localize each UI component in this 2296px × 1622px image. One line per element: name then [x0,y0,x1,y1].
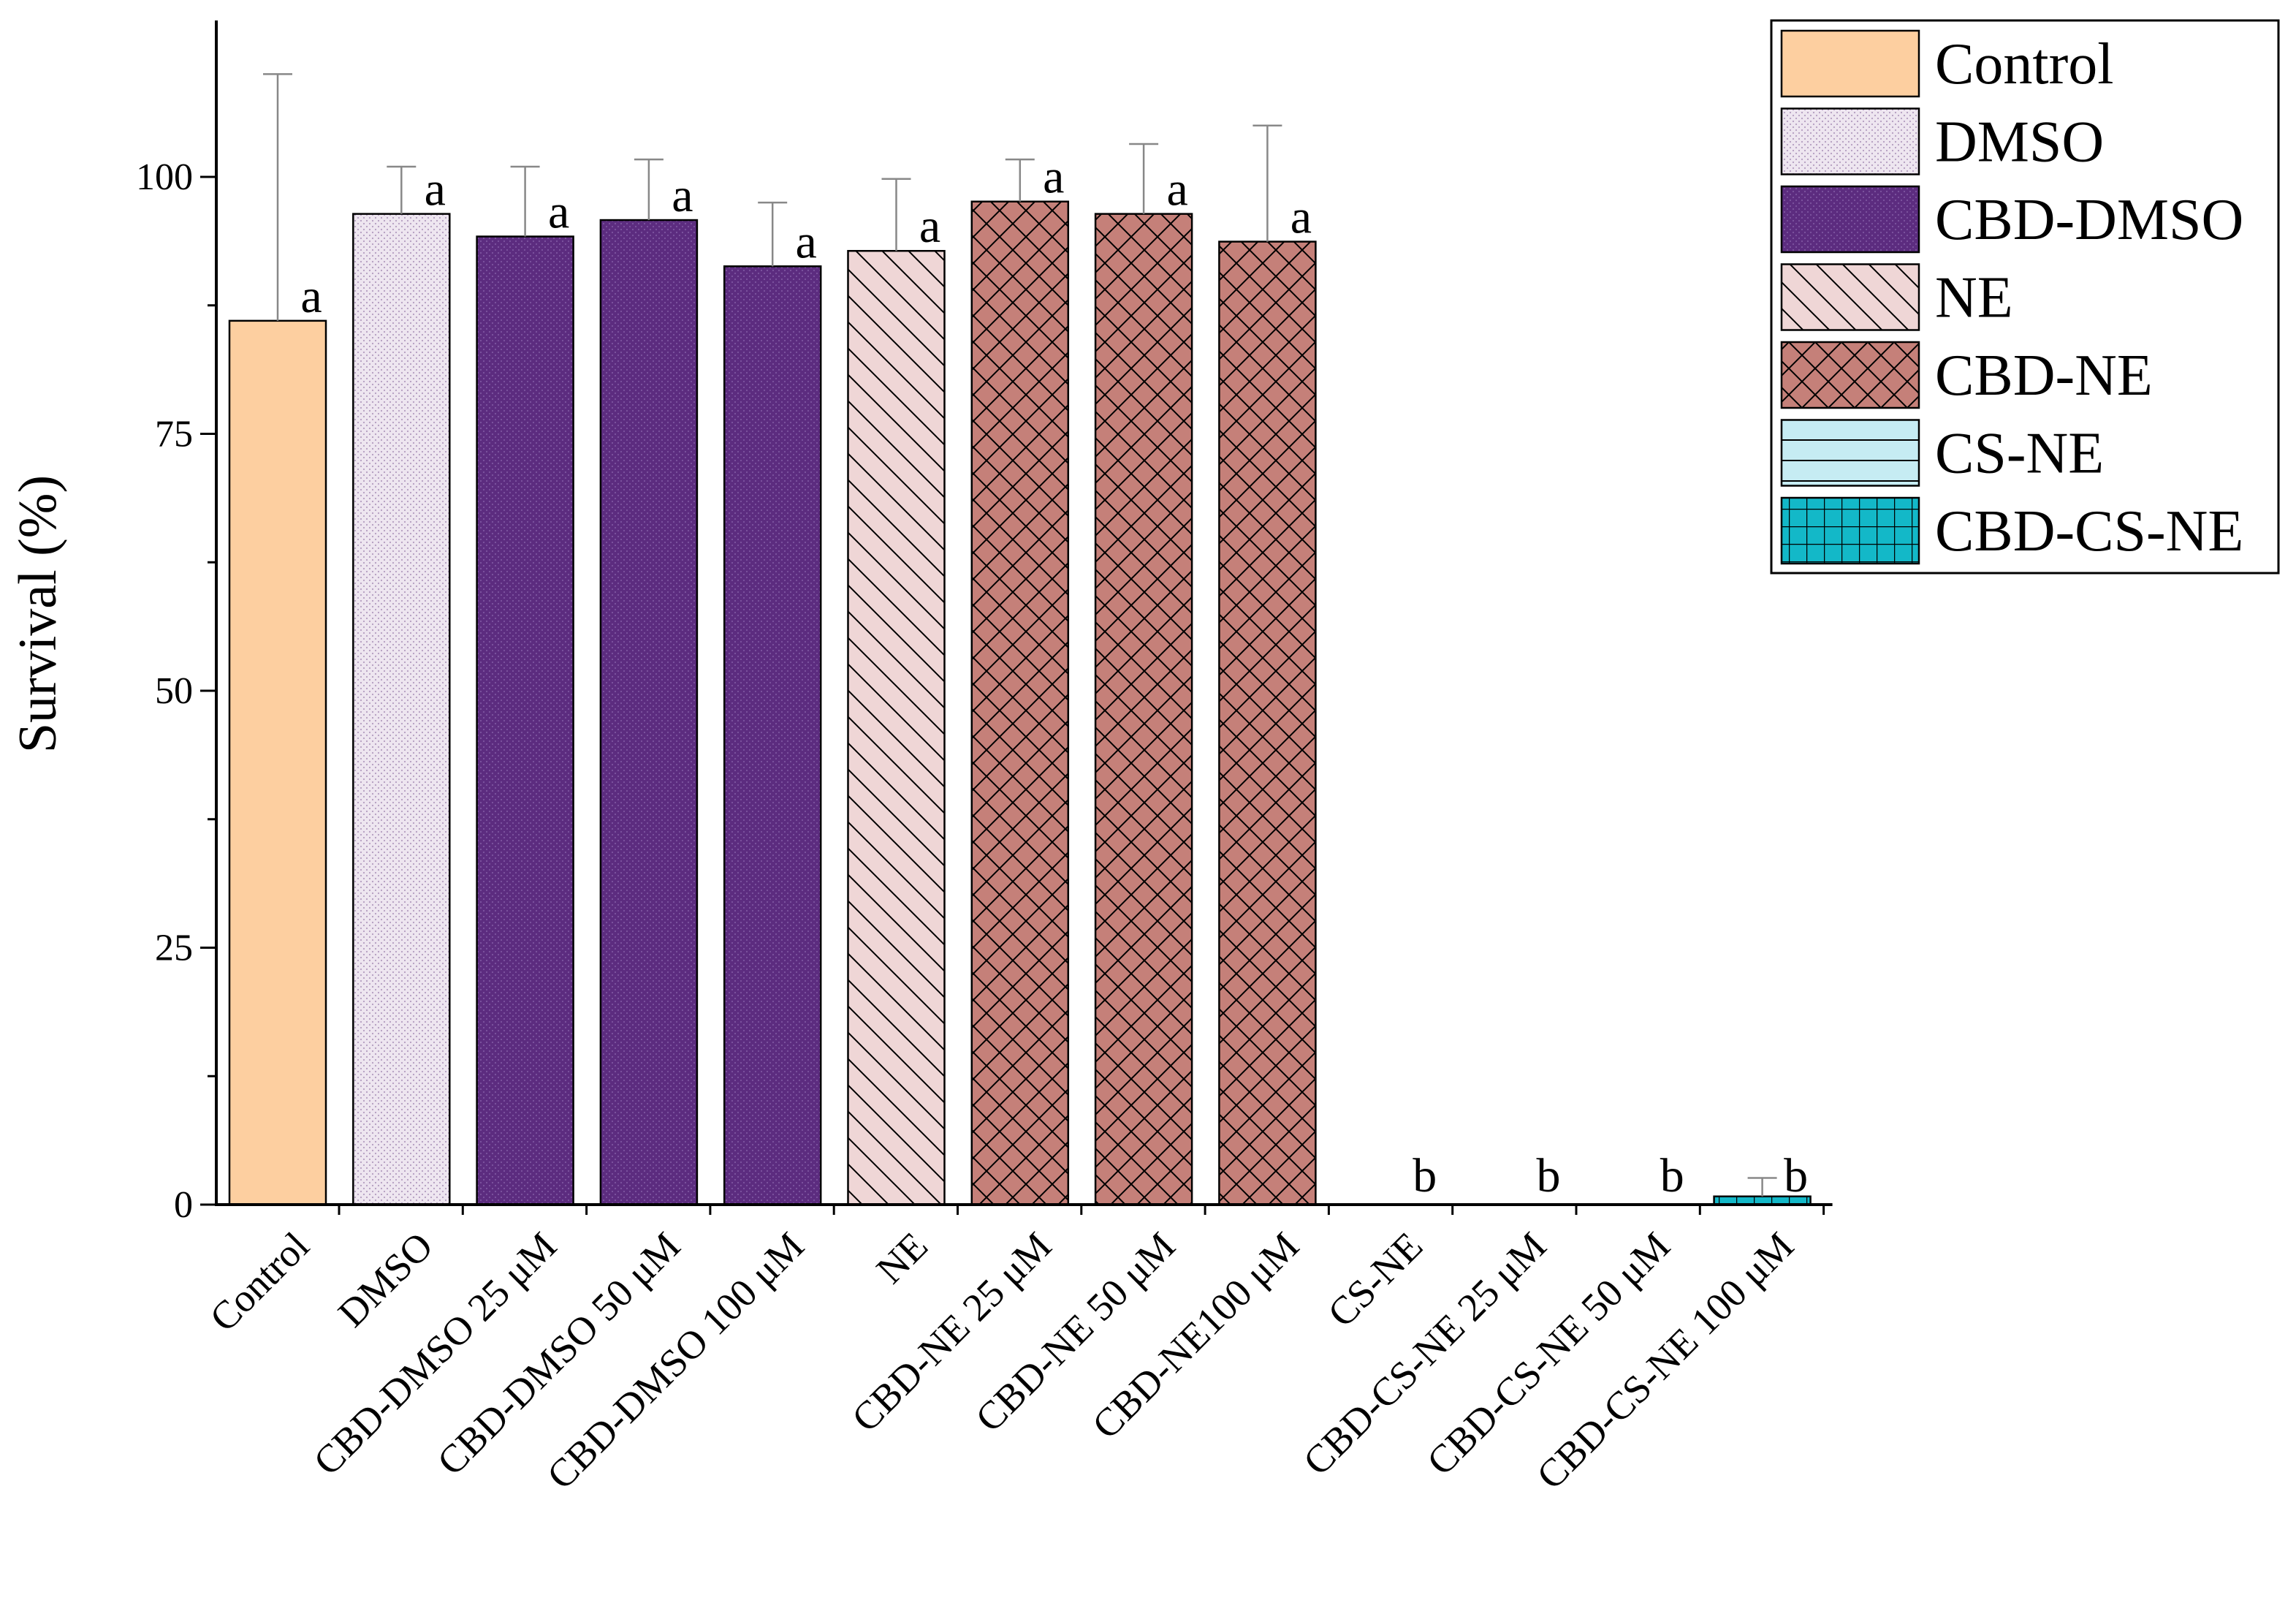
significance-letter-10: b [1537,1149,1561,1202]
legend-swatch-2 [1780,185,1920,254]
bar-1 [352,213,451,1206]
significance-letters: a a a a a a a a a b b b b [300,151,1808,1202]
significance-letter-11: b [1660,1149,1684,1202]
y-axis-label: Survival (%) [8,475,68,753]
significance-letter-0: a [300,270,322,323]
legend-label-5: CS-NE [1935,422,2104,486]
legend-label-0: Control [1935,32,2113,96]
significance-letter-8: a [1290,191,1312,244]
y-tick-label-0: 0 [174,1184,193,1226]
significance-letter-6: a [1043,151,1064,204]
bar-7 [1094,213,1193,1206]
legend-swatch-3 [1780,263,1920,331]
category-label-1: DMSO [330,1224,441,1335]
error-bars [263,73,1777,1197]
legend-label-1: DMSO [1935,110,2104,175]
legend-swatch-1 [1780,107,1920,175]
legend: Control DMSO CBD-DMSO NE CBD-NE CS-NE CBD-CS-N… [1770,19,2280,575]
legend-label-4: CBD-NE [1935,344,2153,408]
bar-6 [970,200,1070,1206]
category-label-10: CBD-CS-NE 25 μM [1295,1224,1555,1484]
significance-letter-7: a [1166,163,1187,216]
y-tick-label-2: 50 [155,670,193,712]
category-label-8: CBD-NE100 μM [1084,1224,1307,1447]
category-label-11: CBD-CS-NE 50 μM [1418,1224,1679,1484]
legend-swatch-6 [1780,496,1920,565]
bar-2 [476,235,574,1206]
y-tick-label-4: 100 [136,156,193,198]
significance-letter-4: a [796,215,817,268]
legend-swatch-0 [1780,29,1920,98]
bars [228,200,1812,1206]
legend-label-2: CBD-DMSO [1935,188,2243,252]
legend-swatch-4 [1780,341,1920,409]
bar-3 [599,219,699,1206]
bar-0 [228,319,327,1206]
significance-letter-5: a [919,200,940,253]
category-label-5: NE [868,1224,936,1292]
y-tick-label-3: 75 [155,414,193,455]
category-label-3: CBD-DMSO 50 μM [429,1224,689,1484]
legend-swatch-5 [1780,419,1920,487]
legend-label-3: NE [1935,266,2013,330]
legend-label-6: CBD-CS-NE [1935,499,2243,564]
category-label-2: CBD-DMSO 25 μM [305,1224,565,1484]
axes: 0 25 50 75 100 [136,20,1833,1226]
category-label-0: Control [201,1224,317,1340]
significance-letter-9: b [1413,1149,1437,1202]
significance-letter-2: a [548,186,569,239]
significance-letter-12: b [1784,1149,1808,1202]
category-label-9: CS-NE [1319,1224,1431,1335]
bar-4 [723,265,822,1206]
bar-5 [847,249,946,1206]
bar-8 [1218,240,1317,1206]
significance-letter-1: a [425,163,446,216]
y-tick-label-1: 25 [155,928,193,969]
significance-letter-3: a [672,169,693,222]
